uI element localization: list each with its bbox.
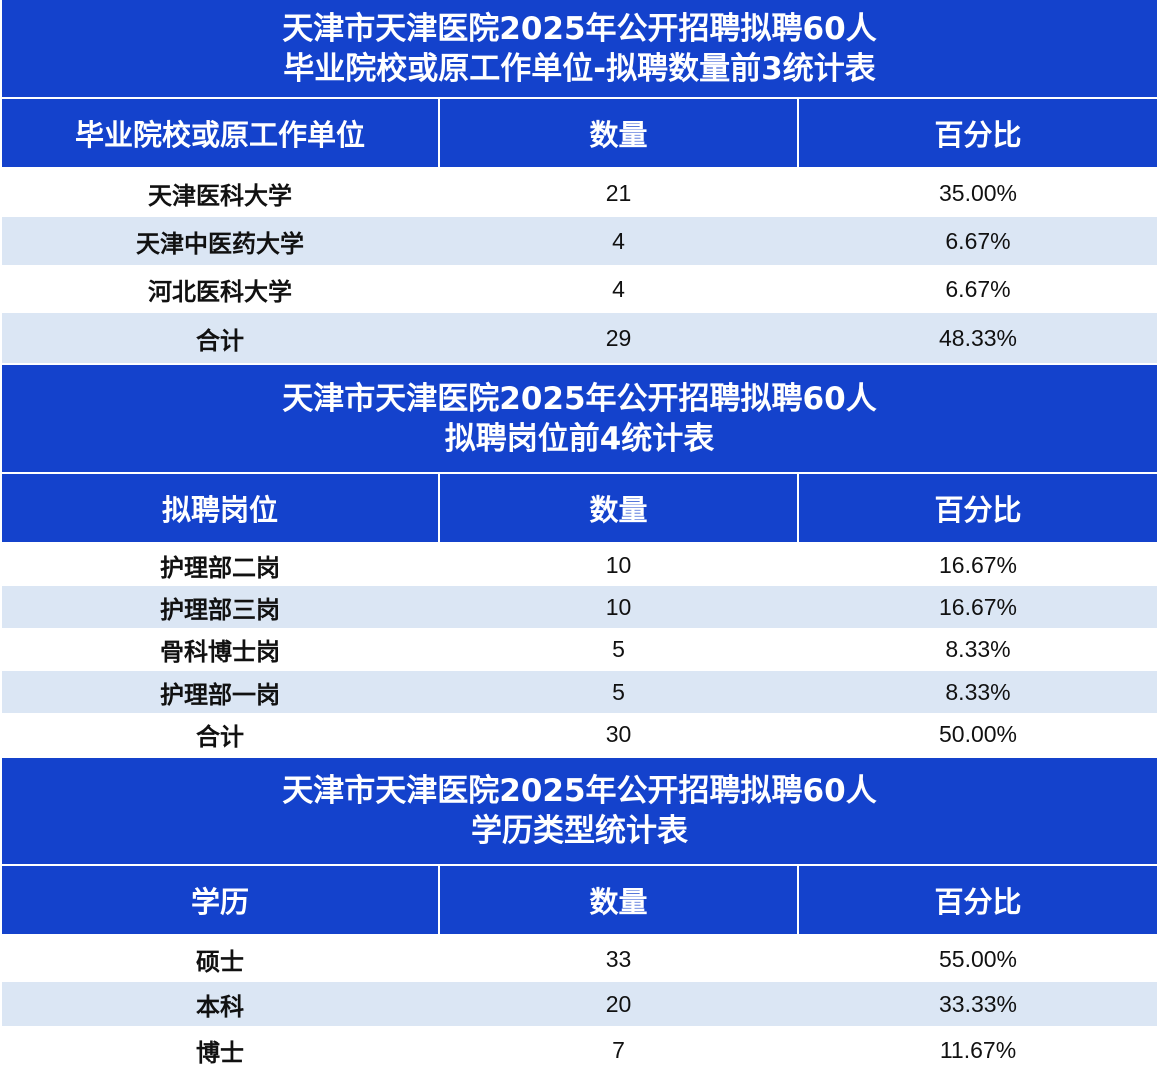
table-3-title: 天津市天津医院2025年公开招聘拟聘60人 学历类型统计表	[2, 758, 1157, 864]
table-1-title-line2: 毕业院校或原工作单位-拟聘数量前3统计表	[283, 50, 876, 87]
table-row-total: 合计 30 50.00%	[2, 713, 1157, 756]
table-1-header-row: 毕业院校或原工作单位 数量 百分比	[2, 99, 1157, 167]
table-row: 硕士 33 55.00%	[2, 936, 1157, 982]
row-label: 护理部三岗	[160, 595, 280, 624]
table-3-title-line1: 天津市天津医院2025年公开招聘拟聘60人	[282, 773, 877, 809]
table-3-header-row: 学历 数量 百分比	[2, 866, 1157, 934]
row-count: 4	[612, 227, 625, 254]
table-2-title: 天津市天津医院2025年公开招聘拟聘60人 拟聘岗位前4统计表	[2, 365, 1157, 472]
table-2-header-count: 数量	[440, 474, 797, 542]
table-3-header-education: 学历	[2, 866, 438, 934]
table-1-title: 天津市天津医院2025年公开招聘拟聘60人 毕业院校或原工作单位-拟聘数量前3统…	[2, 0, 1157, 97]
table-2-header-percent: 百分比	[799, 474, 1157, 542]
table-row: 本科 20 33.33%	[2, 982, 1157, 1026]
row-count: 30	[605, 721, 632, 747]
row-percent: 6.67%	[945, 227, 1011, 254]
row-count: 10	[605, 551, 632, 578]
table-row: 骨科博士岗 5 8.33%	[2, 628, 1157, 671]
row-count: 4	[612, 275, 625, 302]
row-count: 7	[612, 1036, 625, 1063]
table-2-header-row: 拟聘岗位 数量 百分比	[2, 474, 1157, 542]
row-label: 河北医科大学	[148, 277, 292, 306]
row-label: 合计	[196, 326, 244, 355]
table-3-title-line2: 学历类型统计表	[471, 813, 688, 849]
row-count: 10	[605, 593, 632, 620]
row-percent: 55.00%	[938, 945, 1017, 972]
table-row: 护理部二岗 10 16.67%	[2, 544, 1157, 586]
row-percent: 16.67%	[938, 551, 1017, 578]
row-percent: 6.67%	[945, 275, 1011, 302]
table-3-header-percent: 百分比	[799, 866, 1157, 934]
row-percent: 11.67%	[939, 1036, 1017, 1063]
table-1-header-name: 毕业院校或原工作单位	[2, 99, 438, 167]
table-row: 护理部三岗 10 16.67%	[2, 586, 1157, 628]
table-3-header-count: 数量	[440, 866, 797, 934]
row-count: 29	[605, 324, 632, 351]
row-count: 21	[605, 179, 632, 206]
row-percent: 16.67%	[938, 593, 1017, 620]
row-label: 硕士	[196, 947, 244, 976]
row-count: 5	[612, 636, 625, 662]
table-1-title-line1: 天津市天津医院2025年公开招聘拟聘60人	[282, 10, 877, 47]
row-count: 5	[612, 678, 625, 705]
row-label: 天津中医药大学	[136, 229, 304, 258]
row-percent: 35.00%	[938, 179, 1017, 206]
row-label: 护理部一岗	[160, 680, 280, 709]
table-row-total: 合计 29 48.33%	[2, 313, 1157, 363]
row-count: 20	[605, 990, 632, 1017]
row-label: 骨科博士岗	[160, 638, 280, 666]
row-percent: 8.33%	[945, 678, 1011, 705]
table-2-header-position: 拟聘岗位	[2, 474, 438, 542]
row-percent: 8.33%	[945, 636, 1011, 662]
row-percent: 50.00%	[938, 721, 1017, 747]
table-1-header-percent: 百分比	[799, 99, 1157, 167]
row-count: 33	[605, 945, 632, 972]
table-row: 河北医科大学 4 6.67%	[2, 265, 1157, 313]
row-percent: 33.33%	[938, 990, 1017, 1017]
table-row: 天津中医药大学 4 6.67%	[2, 217, 1157, 265]
row-label: 合计	[196, 723, 244, 751]
table-2-title-line2: 拟聘岗位前4统计表	[444, 420, 715, 457]
table-2-title-line1: 天津市天津医院2025年公开招聘拟聘60人	[282, 380, 877, 417]
table-1-header-count: 数量	[440, 99, 797, 167]
table-row: 天津医科大学 21 35.00%	[2, 169, 1157, 217]
table-row: 护理部一岗 5 8.33%	[2, 671, 1157, 713]
row-label: 本科	[196, 992, 244, 1021]
row-label: 护理部二岗	[160, 553, 280, 582]
row-label: 博士	[196, 1038, 244, 1067]
row-percent: 48.33%	[938, 324, 1017, 351]
table-row: 博士 7 11.67%	[2, 1026, 1157, 1074]
row-label: 天津医科大学	[148, 181, 292, 210]
